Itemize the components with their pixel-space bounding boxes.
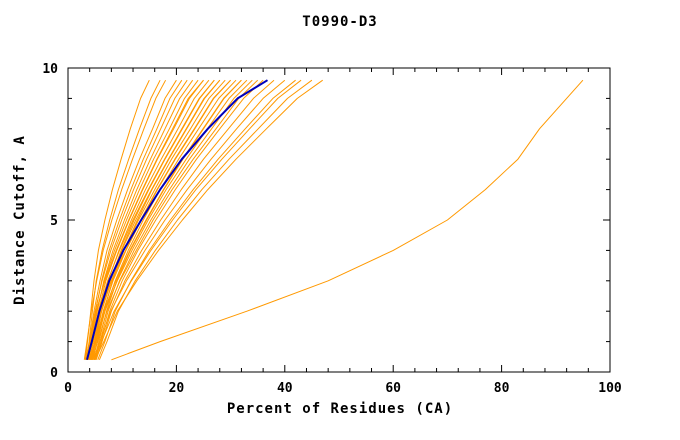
model-line [95,79,275,360]
model-line [97,79,296,360]
model-line [85,79,161,360]
model-line [111,79,584,361]
x-axis-label: Percent of Residues (CA) [226,401,454,417]
x-tick-label: 80 [494,381,510,396]
model-line [85,79,188,360]
model-line [90,79,248,360]
model-line [92,79,286,360]
x-tick-label: 40 [277,381,293,396]
model-line [94,79,323,361]
x-tick-label: 60 [385,381,401,396]
model-line [98,79,313,360]
model-line [84,79,204,360]
y-tick-label: 10 [42,62,58,77]
model-line [94,79,264,360]
model-line [88,79,194,360]
axis-frame [67,67,611,373]
model-line [89,79,226,360]
y-tick-label: 0 [50,366,58,381]
best-model-line [86,79,269,361]
chart-title: T0990-D3 [302,14,378,30]
model-line [93,79,302,360]
model-line [86,79,199,360]
x-tick-label: 20 [169,381,185,396]
y-tick-label: 5 [50,214,58,229]
model-line [91,79,259,360]
model-line [86,79,177,360]
model-line [83,79,167,360]
x-tick-label: 100 [598,381,622,396]
x-tick-label: 0 [64,381,72,396]
